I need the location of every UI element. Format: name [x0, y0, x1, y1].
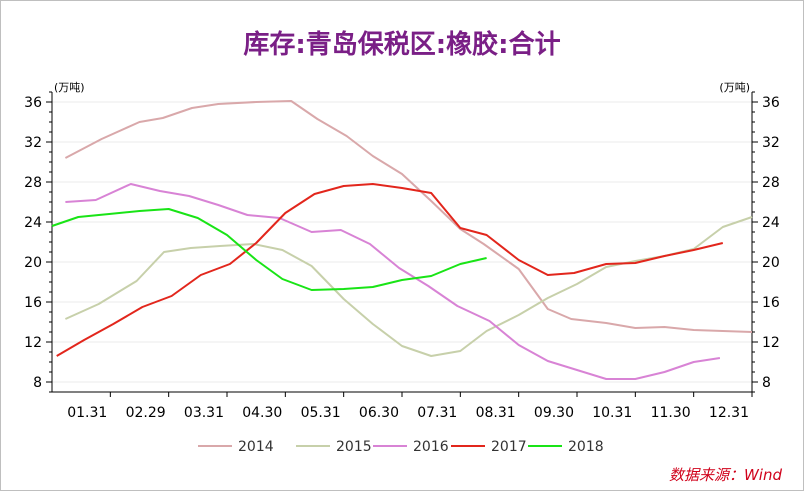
x-tick-label: 01.31: [67, 405, 107, 421]
y-tick-label-left: 24: [24, 215, 42, 231]
x-tick-label: 12.31: [709, 405, 749, 421]
legend-label-2014: 2014: [238, 439, 274, 455]
x-tick-label: 07.31: [417, 405, 457, 421]
y-tick-label-left: 28: [24, 175, 42, 191]
y-tick-label-left: 12: [24, 335, 42, 351]
y-tick-label-right: 8: [762, 375, 771, 391]
x-tick-label: 11.30: [651, 405, 691, 421]
x-tick-label: 02.29: [126, 405, 166, 421]
x-tick-label: 05.31: [301, 405, 341, 421]
x-tick-label: 04.30: [242, 405, 282, 421]
x-tick-label: 10.31: [592, 405, 632, 421]
x-tick-label: 06.30: [359, 405, 399, 421]
y-tick-label-left: 16: [24, 295, 42, 311]
y-tick-label-right: 28: [762, 175, 780, 191]
legend-label-2017: 2017: [491, 439, 527, 455]
legend-label-2016: 2016: [413, 439, 449, 455]
y-unit-label-left: (万吨): [54, 81, 85, 94]
series-line-2016: [65, 183, 721, 380]
x-tick-label: 08.31: [476, 405, 516, 421]
y-tick-label-right: 16: [762, 295, 780, 311]
series-line-2018: [51, 208, 487, 291]
series-line-2015: [64, 216, 753, 357]
y-tick-label-left: 32: [24, 135, 42, 151]
y-unit-label-right: (万吨): [719, 81, 750, 94]
y-tick-label-right: 24: [762, 215, 780, 231]
source-note: 数据来源：Wind: [668, 466, 782, 484]
legend-label-2018: 2018: [568, 439, 604, 455]
y-tick-label-left: 20: [24, 255, 42, 271]
y-tick-label-right: 36: [762, 95, 780, 111]
y-tick-label-left: 8: [33, 375, 42, 391]
legend-label-2015: 2015: [336, 439, 372, 455]
series-line-2014: [64, 100, 753, 333]
x-tick-label: 03.31: [184, 405, 224, 421]
series-line-2017: [56, 183, 724, 357]
x-tick-label: 09.30: [534, 405, 574, 421]
y-tick-label-right: 12: [762, 335, 780, 351]
y-tick-label-right: 32: [762, 135, 780, 151]
y-tick-label-right: 20: [762, 255, 780, 271]
y-tick-label-left: 36: [24, 95, 42, 111]
chart-title: 库存:青岛保税区:橡胶:合计: [243, 30, 561, 60]
